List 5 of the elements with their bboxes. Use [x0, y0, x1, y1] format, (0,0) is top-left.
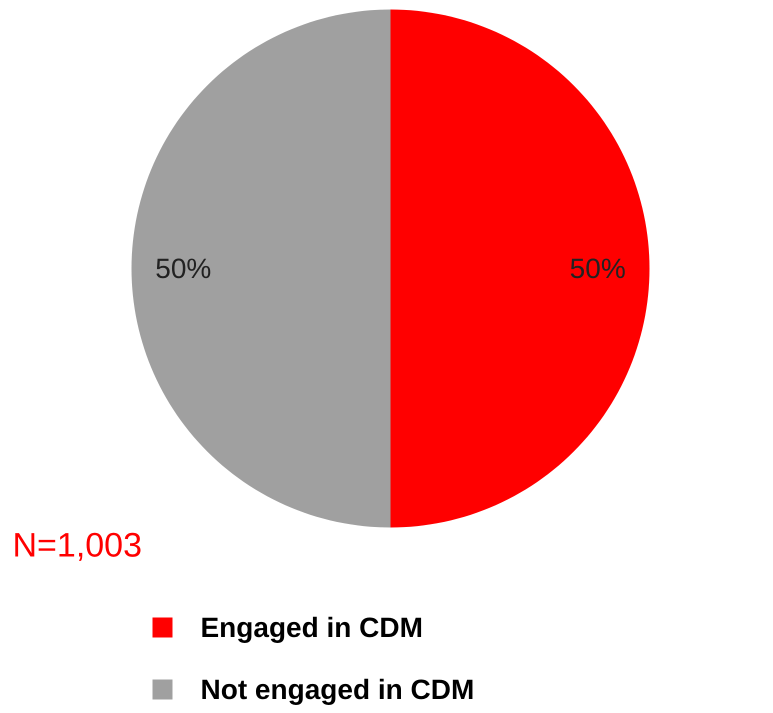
legend-label: Not engaged in CDM	[200, 674, 474, 705]
data-label: 50%	[155, 253, 212, 284]
data-label: 50%	[570, 253, 626, 284]
text: N=1,003	[12, 526, 142, 564]
legend-label: Engaged in CDM	[200, 612, 423, 643]
